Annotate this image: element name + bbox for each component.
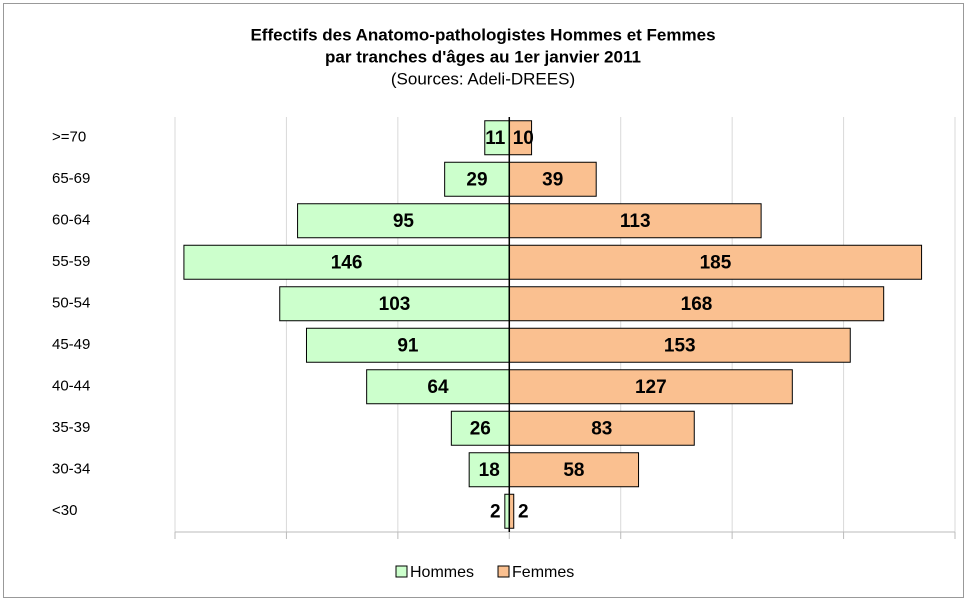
y-tick-label: 50-54 xyxy=(52,295,90,312)
data-label: 168 xyxy=(681,294,713,315)
bar xyxy=(468,452,510,488)
legend-swatch xyxy=(497,565,510,578)
data-label: 11 xyxy=(485,128,506,149)
bar xyxy=(508,327,851,363)
bar xyxy=(508,369,793,405)
data-label: 153 xyxy=(664,335,696,356)
bar xyxy=(366,369,510,405)
bar xyxy=(450,410,510,446)
data-label: 2 xyxy=(518,501,529,522)
bar xyxy=(305,327,510,363)
bar xyxy=(508,410,695,446)
y-tick-label: 60-64 xyxy=(52,212,90,229)
data-label: 58 xyxy=(563,460,584,481)
bar xyxy=(279,286,510,322)
chart-subtitle: (Sources: Adeli-DREES) xyxy=(391,69,575,88)
y-tick-label: <30 xyxy=(52,502,77,519)
bar xyxy=(183,244,510,280)
y-tick-label: 55-59 xyxy=(52,253,90,270)
legend-label: Femmes xyxy=(512,564,574,581)
data-label: 95 xyxy=(393,211,415,232)
bar xyxy=(297,203,510,239)
chart-title: Effectifs des Anatomo-pathologistes Homm… xyxy=(250,25,715,44)
y-tick-label: 30-34 xyxy=(52,461,90,478)
bar xyxy=(508,452,640,488)
bar xyxy=(508,161,597,197)
data-label: 64 xyxy=(427,377,449,398)
y-tick-label: 65-69 xyxy=(52,170,90,187)
data-label: 91 xyxy=(397,335,419,356)
data-label: 10 xyxy=(513,128,534,149)
y-tick-label: 45-49 xyxy=(52,336,90,353)
data-label: 39 xyxy=(542,169,563,190)
chart-title: par tranches d'âges au 1er janvier 2011 xyxy=(325,47,641,66)
legend-swatch xyxy=(395,565,408,578)
data-label: 185 xyxy=(700,252,732,273)
data-label: 26 xyxy=(470,418,491,439)
data-label: 146 xyxy=(331,252,363,273)
legend-label: Hommes xyxy=(410,564,474,581)
y-tick-label: 40-44 xyxy=(52,378,90,395)
data-label: 127 xyxy=(635,377,667,398)
data-label: 113 xyxy=(620,211,651,232)
data-label: 29 xyxy=(466,169,487,190)
y-tick-label: 35-39 xyxy=(52,419,90,436)
data-label: 18 xyxy=(479,460,500,481)
data-label: 2 xyxy=(490,501,501,522)
y-tick-label: >=70 xyxy=(52,129,86,146)
bar xyxy=(444,161,510,197)
data-label: 103 xyxy=(379,294,411,315)
data-label: 83 xyxy=(591,418,612,439)
bar xyxy=(508,244,923,280)
bar xyxy=(508,203,762,239)
